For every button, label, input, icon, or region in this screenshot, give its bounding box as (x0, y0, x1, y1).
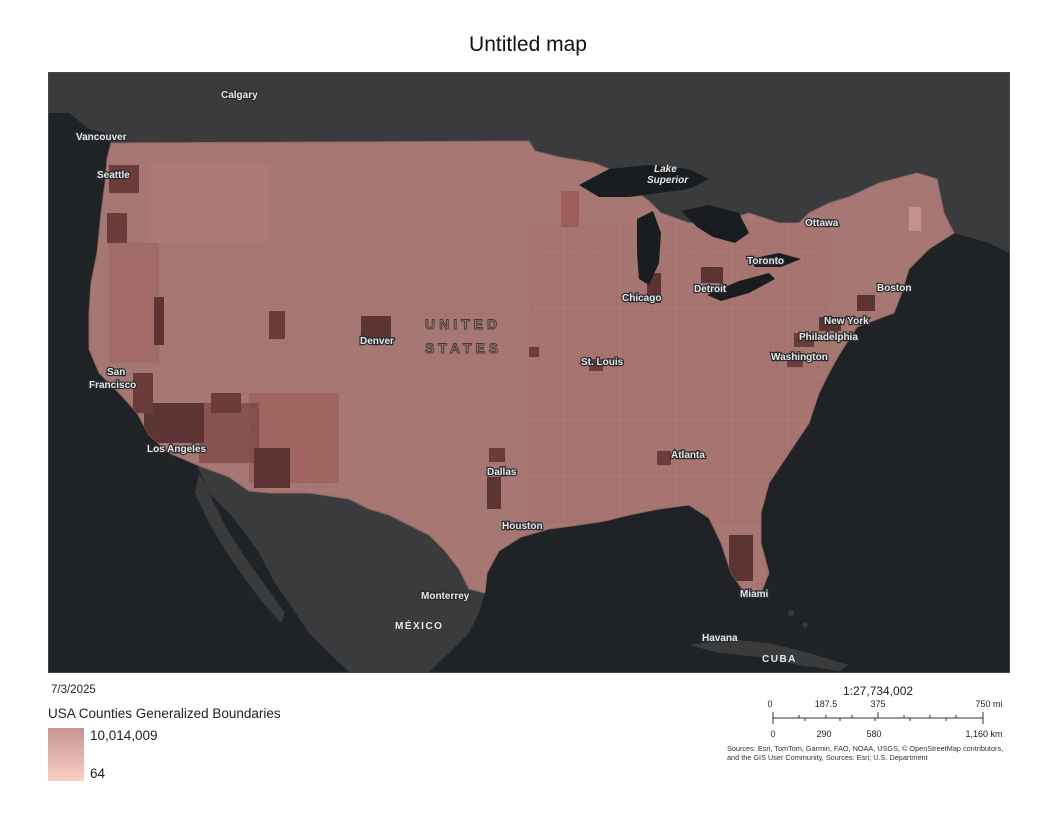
legend-min-label: 64 (90, 766, 106, 781)
county-clark (211, 393, 241, 413)
label-states: STATES (425, 340, 502, 356)
legend-color-ramp (48, 728, 84, 781)
lake-michigan (637, 211, 661, 285)
label-ottawa: Ottawa (805, 218, 839, 229)
label-boston: Boston (877, 283, 911, 294)
label-francisco: Francisco (89, 380, 136, 391)
county-denver (361, 316, 391, 342)
county-wayne (701, 267, 723, 283)
map-date: 7/3/2025 (51, 684, 96, 696)
county-utah (269, 311, 285, 339)
baja-peninsula (195, 473, 285, 623)
county-nevada (154, 297, 164, 345)
label-washington: Washington (771, 352, 828, 363)
county-california (133, 373, 153, 413)
county-miami-dade (729, 535, 753, 581)
label-chicago: Chicago (622, 293, 661, 304)
scale-ticks (772, 712, 984, 724)
label-san: San (107, 367, 125, 378)
legend-max-label: 10,014,009 (90, 728, 158, 743)
label-monterrey: Monterrey (421, 591, 470, 602)
scale-mi-tick-1: 187.5 (815, 699, 838, 709)
bahamas-island (802, 622, 808, 628)
lake-ontario (749, 253, 801, 267)
label-cuba: CUBA (762, 654, 797, 665)
scale-bar: 0 187.5 375 750 mi 0 290 580 1,160 km (767, 699, 1002, 739)
label-seattle: Seattle (97, 170, 130, 181)
label-philadelphia: Philadelphia (799, 332, 858, 343)
mexico-landmass (197, 465, 485, 672)
label-denver: Denver (360, 336, 394, 347)
legend-layer-title: USA Counties Generalized Boundaries (48, 706, 281, 721)
lake-erie (707, 273, 775, 301)
scale-km-tick-1: 290 (816, 729, 831, 739)
label-st-louis: St. Louis (581, 357, 624, 368)
scale-mi-tick-2: 375 (870, 699, 885, 709)
map-view[interactable]: Calgary Vancouver Seattle Lake Superior … (48, 72, 1010, 673)
bahamas-island (788, 610, 794, 616)
label-havana: Havana (702, 633, 738, 644)
map-title: Untitled map (469, 33, 587, 56)
county-fulton (657, 451, 671, 465)
county-maine (909, 207, 921, 231)
label-atlanta: Atlanta (671, 450, 705, 461)
label-los-angeles: Los Angeles (147, 444, 207, 455)
label-vancouver: Vancouver (76, 132, 127, 143)
map-canvas[interactable]: Calgary Vancouver Seattle Lake Superior … (49, 73, 1009, 672)
label-united: UNITED (425, 316, 501, 332)
county-middlesex (857, 295, 875, 311)
attribution-text: Sources: Esri, TomTom, Garmin, FAO, NOAA… (727, 744, 1004, 762)
canada-landmass (49, 73, 1009, 253)
scale-km-tick-3: 1,160 km (965, 729, 1002, 739)
scale-mi-tick-0: 0 (767, 699, 772, 709)
county-oregon (107, 213, 127, 243)
cuba-island (689, 639, 849, 671)
label-toronto: Toronto (747, 256, 784, 267)
county-dallas (489, 448, 505, 462)
scale-km-tick-0: 0 (770, 729, 775, 739)
county-new-york (819, 317, 841, 331)
label-miami: Miami (740, 589, 769, 600)
scale-ratio: 1:27,734,002 (843, 684, 914, 698)
label-houston: Houston (502, 521, 543, 532)
county-kansas-city (529, 347, 539, 357)
county-harris (487, 477, 501, 509)
county-st-louis (589, 359, 603, 371)
county-king (109, 165, 139, 193)
scale-mi-tick-3: 750 mi (975, 699, 1002, 709)
county-st-louis-mn (561, 191, 579, 227)
lake-superior (579, 165, 709, 197)
label-mexico: MÉXICO (395, 619, 443, 632)
label-detroit: Detroit (694, 284, 727, 295)
county-san-bernardino (144, 403, 204, 443)
label-dallas: Dallas (487, 467, 517, 478)
scale-km-tick-2: 580 (866, 729, 881, 739)
county-maricopa (254, 448, 290, 488)
county-philadelphia (794, 333, 814, 347)
county-dc (787, 353, 803, 367)
label-lake-superior-2: Superior (647, 175, 689, 186)
label-new-york: New York (824, 316, 869, 327)
label-calgary: Calgary (221, 90, 258, 101)
label-lake-superior-1: Lake (654, 164, 677, 175)
lake-huron (681, 205, 749, 243)
